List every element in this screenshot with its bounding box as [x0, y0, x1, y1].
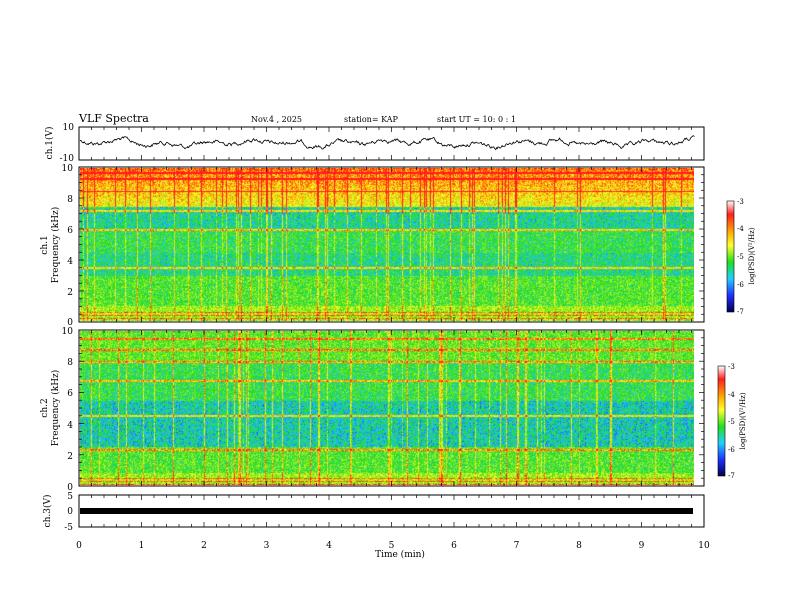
- ch3-waveform-trace: [80, 508, 693, 514]
- time-tick-1: 1: [139, 541, 145, 551]
- time-axis: 0 1 2 3 4 5 6 7 8 9 10 Time (min): [76, 541, 710, 560]
- ch1-freq-tick-4: 4: [67, 257, 73, 267]
- ch2-channel-label: ch.2: [40, 398, 50, 417]
- ch1-spectrogram-ticks: [79, 166, 704, 323]
- time-axis-ticks: [78, 127, 705, 527]
- ch1-freq-tick-2: 2: [67, 288, 73, 298]
- ch2-freq-tick-10: 10: [62, 327, 74, 337]
- ch2-colorbar-label: log(PSD)(V²/Hz): [739, 392, 747, 449]
- ch1-freq-tick-0: 0: [67, 318, 73, 328]
- ch2-spectrogram-panel: 10 8 6 4 2 0 ch.2 Frequency (kHz): [40, 327, 705, 493]
- time-tick-9: 9: [639, 541, 645, 551]
- ch2-freq-tick-0: 0: [67, 483, 73, 493]
- time-tick-3: 3: [264, 541, 270, 551]
- ch3-ytick--5: -5: [64, 523, 73, 533]
- ch1-waveform-ytick-bottom: -10: [60, 154, 75, 164]
- time-tick-2: 2: [201, 541, 207, 551]
- time-tick-8: 8: [576, 541, 582, 551]
- ch3-ytick-5: 5: [67, 492, 73, 502]
- time-tick-10: 10: [698, 541, 710, 551]
- ch2-cb-tick--4: -4: [728, 391, 735, 399]
- ch2-spectrogram-heatmap: [80, 331, 694, 485]
- figure-title: VLF Spectra: [78, 112, 149, 125]
- ch2-colorbar-gradient: [717, 365, 726, 477]
- ch2-freq-tick-2: 2: [67, 452, 73, 462]
- ch2-spectrogram-ticks: [79, 329, 704, 487]
- ch1-cb-tick--6: -6: [737, 281, 744, 289]
- ch2-freq-tick-8: 8: [67, 358, 73, 368]
- ch1-freq-tick-8: 8: [67, 195, 73, 205]
- date-label: Nov.4 , 2025: [251, 115, 302, 124]
- ch2-colorbar: -3 -4 -5 -6 -7 log(PSD)(V²/Hz): [717, 363, 747, 480]
- ch1-freq-tick-6: 6: [67, 226, 73, 236]
- ch1-cb-tick--4: -4: [737, 225, 744, 233]
- ch1-waveform-ytick-top: 10: [63, 123, 75, 133]
- time-tick-0: 0: [76, 541, 82, 551]
- time-tick-6: 6: [451, 541, 457, 551]
- time-tick-5: 5: [389, 541, 395, 551]
- ch1-waveform-panel: 10 -10 ch.1(V): [44, 123, 705, 164]
- ch1-spectrogram-heatmap: [80, 168, 694, 321]
- ch2-cb-tick--3: -3: [728, 363, 735, 371]
- time-axis-label: Time (min): [375, 549, 425, 560]
- time-tick-7: 7: [514, 541, 520, 551]
- ch2-cb-tick--6: -6: [728, 446, 735, 454]
- ch2-cb-tick--5: -5: [728, 418, 735, 426]
- ch1-waveform-trace: [79, 135, 695, 151]
- ch2-freq-tick-4: 4: [67, 421, 73, 431]
- ch1-cb-tick--3: -3: [737, 198, 744, 206]
- ch1-cb-tick--5: -5: [737, 253, 744, 261]
- ch1-waveform-ylabel: ch.1(V): [44, 127, 55, 160]
- ch2-freq-tick-6: 6: [67, 389, 73, 399]
- ch1-colorbar: -3 -4 -5 -6 -7 log(PSD)(V²/Hz): [726, 198, 756, 316]
- ch1-cb-tick--7: -7: [737, 308, 744, 316]
- ch1-colorbar-gradient: [726, 200, 735, 313]
- ch2-cb-tick--7: -7: [728, 472, 735, 480]
- time-tick-4: 4: [326, 541, 332, 551]
- ch1-colorbar-label: log(PSD)(V²/Hz): [748, 227, 756, 284]
- ch1-channel-label: ch.1: [40, 235, 50, 254]
- ch3-ytick-0: 0: [67, 507, 73, 517]
- ch1-freq-tick-10: 10: [62, 164, 74, 174]
- start-ut-label: start UT = 10: 0 : 1: [437, 115, 516, 124]
- ch2-frequency-label: Frequency (kHz): [50, 370, 61, 447]
- ch1-frequency-label: Frequency (kHz): [50, 207, 61, 284]
- station-label: station= KAP: [344, 115, 399, 124]
- ch3-waveform-ylabel: ch.3(V): [42, 495, 53, 528]
- ch1-spectrogram-panel: 10 8 6 4 2 0 ch.1 Frequency (kHz): [40, 164, 705, 328]
